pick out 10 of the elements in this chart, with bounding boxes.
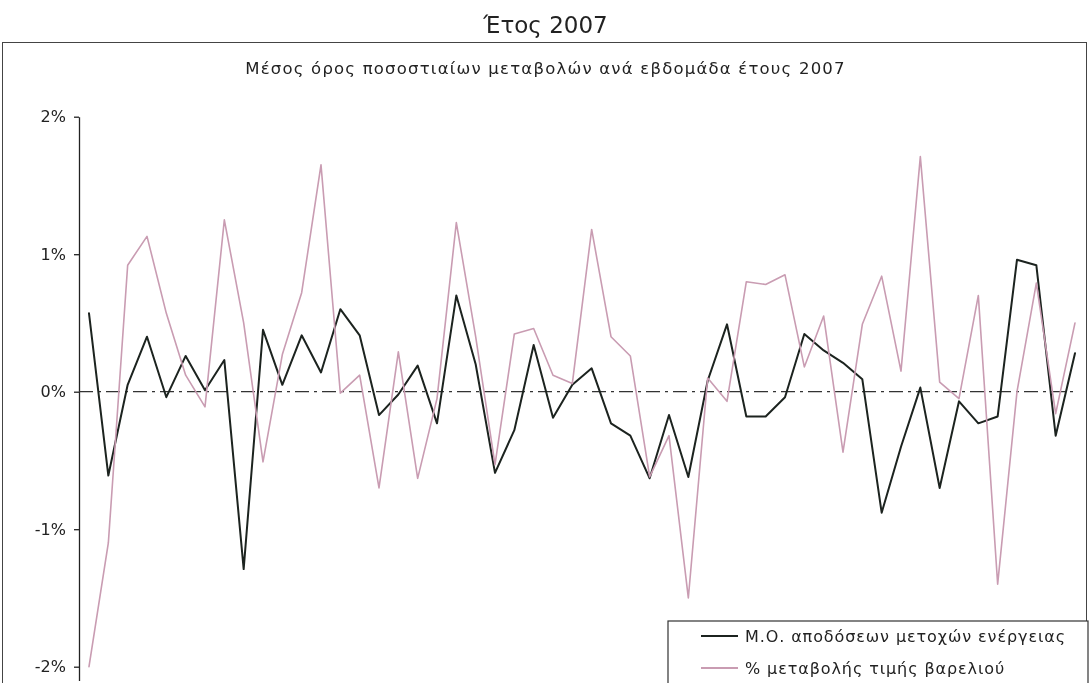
y-tick-label: 2% (40, 107, 66, 127)
chart-subtitle: Μέσος όρος ποσοστιαίων μεταβολών ανά εβδομάδα έτους 2007 (245, 59, 846, 78)
y-tick-label: -1% (34, 519, 66, 539)
y-tick-label: 0% (40, 382, 66, 402)
y-tick-label: 1% (40, 244, 66, 264)
line-series (88, 258, 1076, 571)
legend-label: % μεταβολής τιμής βαρελιού (745, 658, 1006, 678)
y-tick-label: -2% (34, 657, 66, 677)
chart-title: Έτος 2007 (482, 12, 608, 38)
legend-label: Μ.Ο. αποδόσεων μετοχών ενέργειας (745, 626, 1066, 646)
